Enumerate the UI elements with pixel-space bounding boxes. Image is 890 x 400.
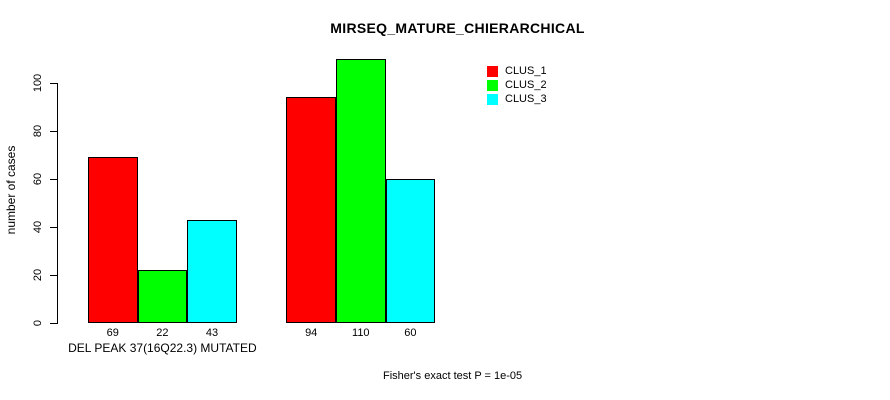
bar-value-label: 60 xyxy=(404,327,417,339)
chart-title: MIRSEQ_MATURE_CHIERARCHICAL xyxy=(330,20,585,36)
bar-clus_3-group1 xyxy=(187,219,237,323)
bar-clus_2-group2 xyxy=(336,59,386,323)
legend-item: CLUS_3 xyxy=(487,92,547,106)
y-tick-mark xyxy=(50,275,58,276)
legend-label: CLUS_2 xyxy=(505,79,547,91)
bar-value-label: 69 xyxy=(106,327,119,339)
bar-value-label: 43 xyxy=(205,327,219,339)
y-tick-mark xyxy=(50,323,58,324)
y-tick-label: 100 xyxy=(32,73,44,93)
y-tick-label: 80 xyxy=(32,124,44,138)
category-label: DEL PEAK 37(16Q22.3) MUTATED xyxy=(68,341,257,355)
y-tick-mark xyxy=(50,83,58,84)
legend-color-swatch-icon xyxy=(487,65,498,77)
y-tick-mark xyxy=(50,131,58,132)
bar-clus_1-group1 xyxy=(88,157,138,323)
y-axis-label: number of cases xyxy=(4,145,18,235)
legend-item: CLUS_2 xyxy=(487,78,547,92)
legend-label: CLUS_3 xyxy=(505,93,547,105)
bar-clus_1-group2 xyxy=(286,97,336,323)
y-axis-line xyxy=(57,83,58,324)
legend: CLUS_1 CLUS_2 CLUS_3 xyxy=(487,64,547,106)
y-tick-label: 20 xyxy=(32,268,44,282)
bar-value-label: 110 xyxy=(352,327,370,339)
y-tick-label: 60 xyxy=(32,172,44,186)
annotation-text: Fisher's exact test P = 1e-05 xyxy=(383,370,523,382)
bar-value-label: 94 xyxy=(305,327,318,339)
y-tick-label: 0 xyxy=(32,319,44,327)
legend-label: CLUS_1 xyxy=(505,65,547,77)
legend-item: CLUS_1 xyxy=(487,64,547,78)
y-tick-label: 40 xyxy=(32,220,44,234)
bar-clus_2-group1 xyxy=(137,270,188,323)
y-tick-mark xyxy=(50,179,58,180)
bar-clus_3-group2 xyxy=(385,179,436,323)
bar-value-label: 22 xyxy=(156,327,169,339)
legend-color-swatch-icon xyxy=(487,79,498,91)
legend-color-swatch-icon xyxy=(487,93,498,105)
y-tick-mark xyxy=(50,227,58,228)
